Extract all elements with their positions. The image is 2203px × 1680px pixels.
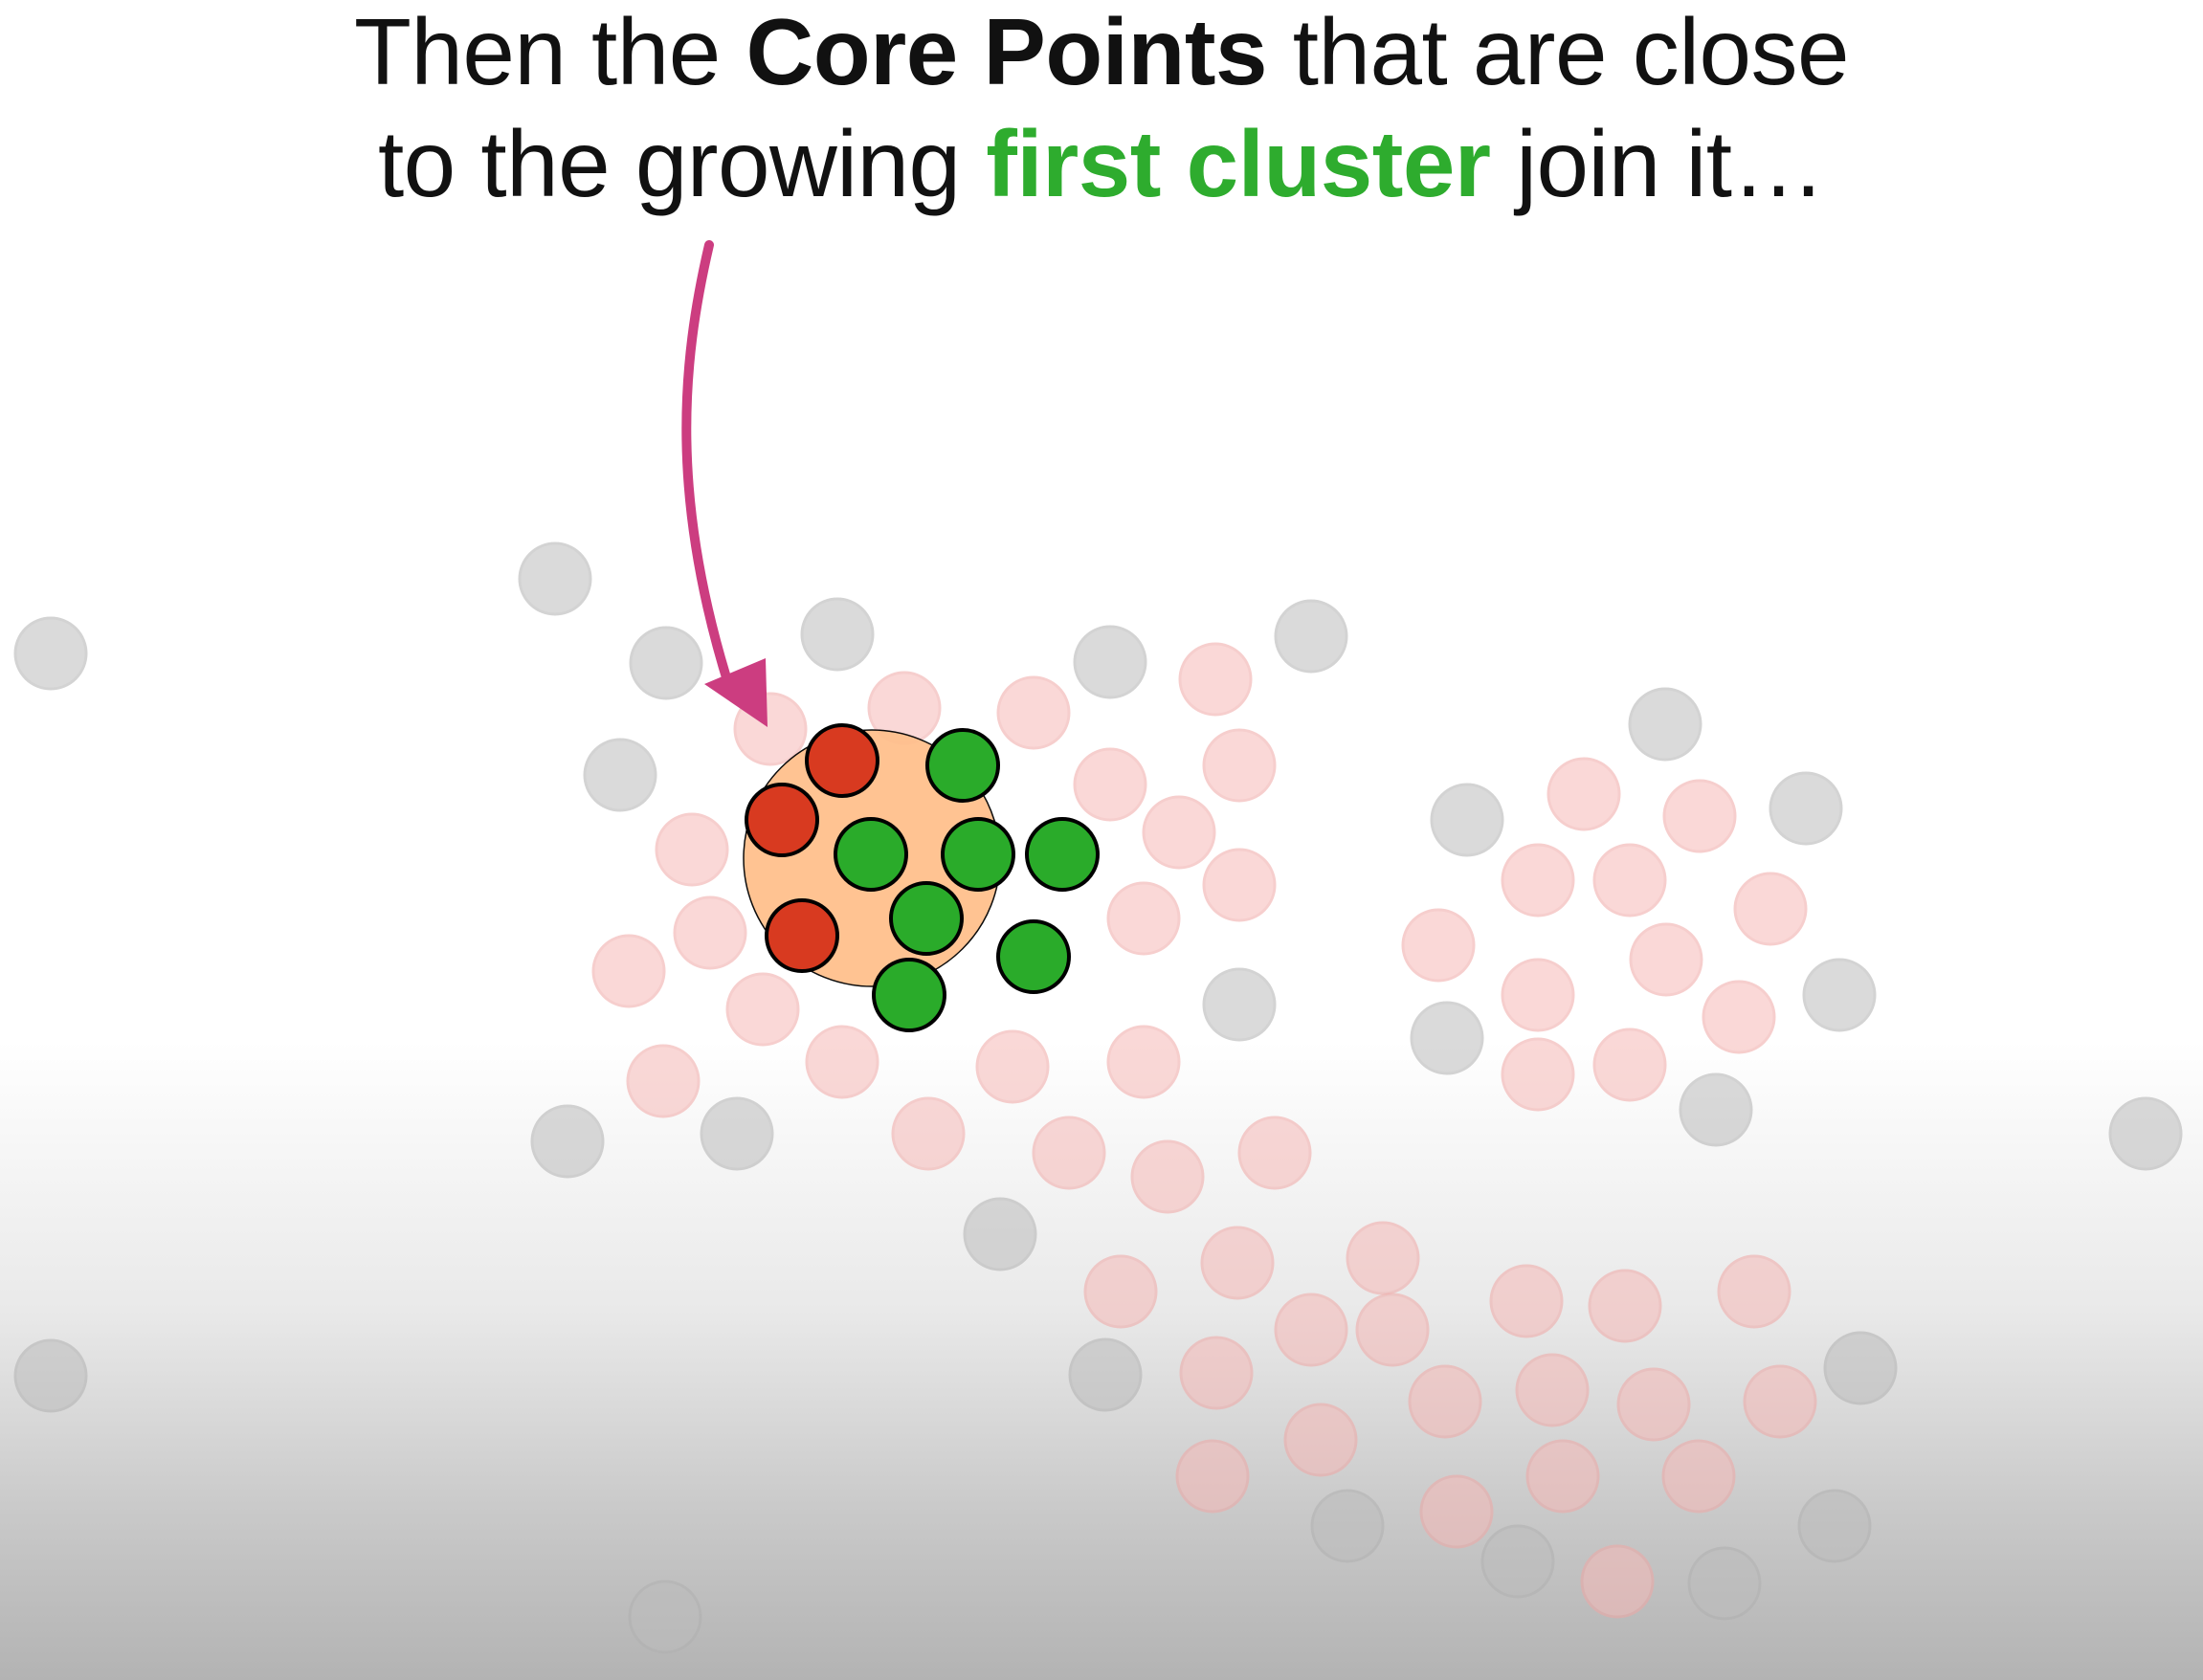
outlier-point — [1202, 967, 1277, 1042]
cluster-point — [925, 728, 1000, 803]
caption-text-3: join it… — [1490, 111, 1826, 216]
core-point-faded — [591, 934, 666, 1008]
core-point-faded — [1179, 1336, 1254, 1410]
outlier-point — [1679, 1072, 1753, 1147]
core-point-faded — [1142, 795, 1216, 870]
cluster-point — [872, 958, 946, 1032]
core-point-faded — [1346, 1221, 1420, 1295]
core-point-faded — [1501, 1037, 1575, 1112]
core-point-faded — [1200, 1226, 1275, 1300]
core-point-faded — [1501, 958, 1575, 1032]
core-point-in-reach — [745, 783, 819, 857]
outlier-point — [1797, 1489, 1872, 1563]
core-point-faded — [1419, 1474, 1494, 1549]
outlier-point — [1687, 1546, 1762, 1621]
caption-text-1: Then the — [353, 0, 746, 104]
core-point-faded — [891, 1096, 966, 1171]
core-point-faded — [1661, 1439, 1736, 1514]
core-point-faded — [725, 972, 800, 1047]
core-point-faded — [1202, 848, 1277, 922]
outlier-point — [13, 616, 88, 691]
core-point-faded — [1175, 1439, 1250, 1514]
core-point-faded — [1662, 779, 1737, 853]
curved-arrow-icon — [681, 240, 768, 727]
core-point-faded — [655, 812, 729, 887]
core-point-faded — [1743, 1364, 1817, 1439]
cluster-point — [996, 919, 1071, 994]
core-point-faded — [1525, 1439, 1600, 1514]
core-point-faded — [1629, 922, 1703, 997]
outlier-point — [2108, 1096, 2183, 1171]
core-point-faded — [1178, 642, 1253, 717]
outlier-point — [800, 597, 875, 672]
core-point-faded — [1073, 747, 1147, 822]
cluster-point — [1025, 817, 1100, 892]
core-point-faded — [1489, 1264, 1564, 1338]
core-point-faded — [1202, 728, 1277, 803]
outlier-point — [629, 626, 703, 700]
core-point-faded — [1515, 1353, 1590, 1427]
core-point-faded — [1106, 1025, 1181, 1099]
core-point-faded — [1592, 1028, 1667, 1102]
core-point-faded — [673, 895, 747, 970]
highlighted-points — [745, 723, 1100, 1032]
core-point-faded — [626, 1044, 701, 1118]
outlier-point — [1410, 1001, 1484, 1075]
outlier-point — [1823, 1331, 1898, 1405]
outlier-point — [1802, 958, 1877, 1032]
caption-first-cluster: first cluster — [986, 111, 1491, 216]
core-point-faded — [1408, 1364, 1482, 1439]
outlier-point — [13, 1338, 88, 1413]
outlier-point — [628, 1580, 702, 1654]
outlier-point — [1274, 599, 1348, 674]
core-point-faded — [1032, 1116, 1106, 1190]
core-point-faded — [1130, 1139, 1205, 1214]
outlier-point — [1310, 1489, 1385, 1563]
core-point-faded — [1580, 1544, 1655, 1619]
core-point-faded — [1547, 757, 1621, 831]
core-point-in-reach — [765, 898, 839, 973]
caption-core-points: Core Points — [745, 0, 1268, 104]
outlier-point — [530, 1104, 605, 1179]
cluster-point — [889, 881, 964, 956]
outlier-point — [700, 1096, 774, 1171]
cluster-point — [834, 817, 908, 892]
core-point-faded — [1274, 1293, 1348, 1367]
core-point-faded — [1501, 843, 1575, 917]
background-points — [13, 542, 2183, 1654]
core-point-faded — [805, 1025, 879, 1099]
outlier-point — [1068, 1337, 1143, 1412]
core-point-faded — [1083, 1254, 1158, 1329]
core-point-faded — [1592, 843, 1667, 917]
core-point-faded — [1616, 1367, 1691, 1442]
outlier-point — [1480, 1524, 1555, 1599]
outlier-point — [1073, 625, 1147, 699]
outlier-point — [518, 542, 592, 616]
outlier-point — [1430, 783, 1504, 857]
core-point-faded — [1237, 1116, 1312, 1190]
cluster-point — [941, 817, 1015, 892]
outlier-point — [1769, 771, 1843, 846]
core-point-faded — [1106, 881, 1181, 956]
core-point-faded — [975, 1029, 1050, 1104]
core-point-faded — [1355, 1293, 1430, 1367]
caption-text-2: that are close to the growing — [377, 0, 1850, 216]
core-point-faded — [1283, 1403, 1358, 1477]
core-point-faded — [1588, 1269, 1662, 1343]
outlier-point — [1628, 687, 1702, 762]
core-point-faded — [1401, 908, 1476, 983]
core-point-faded — [1717, 1254, 1791, 1329]
caption: Then the Core Points that are close to t… — [336, 0, 1867, 220]
core-point-faded — [1702, 980, 1776, 1054]
core-point-in-reach — [805, 723, 879, 798]
core-point-faded — [996, 675, 1071, 750]
core-point-faded — [1733, 872, 1808, 946]
outlier-point — [583, 738, 657, 812]
outlier-point — [963, 1197, 1037, 1271]
